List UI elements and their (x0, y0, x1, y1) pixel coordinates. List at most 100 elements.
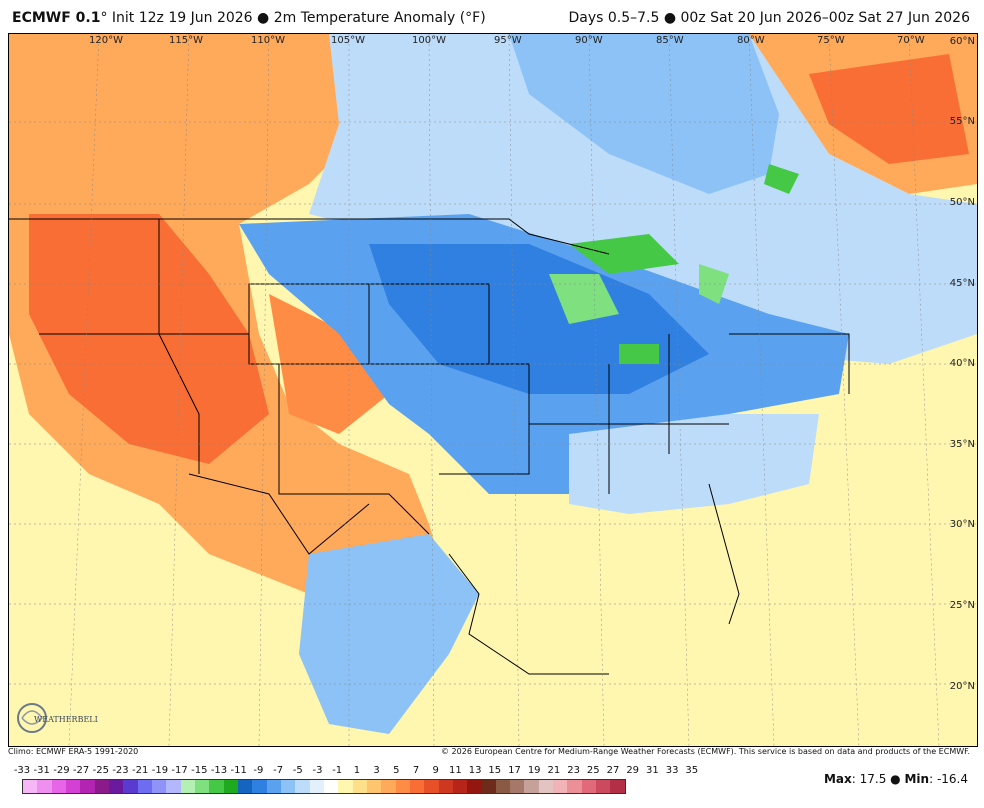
legend-label: -13 (210, 765, 228, 776)
legend-label: 9 (432, 765, 439, 776)
legend-swatch (137, 780, 152, 793)
legend-swatch (123, 780, 138, 793)
lake-superior-anomaly (569, 234, 679, 274)
legend-swatch (538, 780, 554, 793)
legend-swatch (524, 780, 539, 793)
degree-symbol: ° (100, 10, 108, 26)
legend-label: 21 (547, 765, 561, 776)
legend-swatch (209, 780, 224, 793)
legend-label: 17 (508, 765, 521, 776)
legend-swatch (338, 780, 353, 793)
legend-label: 23 (567, 765, 580, 776)
legend-swatch (553, 780, 568, 793)
legend-label: 29 (626, 765, 640, 776)
legend-swatch (51, 780, 66, 793)
legend-label: -19 (151, 765, 169, 776)
max-min-separator: ● (890, 772, 901, 786)
legend-swatch (80, 780, 95, 793)
legend-colorbar (22, 779, 626, 794)
legend-swatch (366, 780, 382, 793)
max-min-readout: Max: 17.5 ● Min: -16.4 (823, 772, 968, 786)
james-bay-anomaly (764, 164, 799, 194)
lon-label: 115°W (169, 35, 203, 46)
lon-label: 120°W (89, 35, 123, 46)
lon-label: 105°W (331, 35, 365, 46)
legend-label: 3 (373, 765, 380, 776)
legend-swatch (65, 780, 81, 793)
copyright-note: © 2026 European Centre for Medium-Range … (441, 747, 970, 756)
us-canada-border (9, 218, 610, 255)
anomaly-map: 120°W 115°W 110°W 105°W 100°W 95°W 90°W … (8, 33, 978, 747)
legend-swatch (194, 780, 210, 793)
max-value: 17.5 (859, 772, 887, 786)
legend-label: -17 (171, 765, 188, 776)
init-time: Init 12z 19 Jun 2026 (111, 10, 253, 26)
legend-label: 35 (685, 765, 699, 776)
legend-swatch (166, 780, 181, 793)
legend-label: -7 (273, 765, 284, 776)
lon-label: 90°W (575, 35, 603, 46)
legend-label: -25 (92, 765, 109, 776)
lon-label: 95°W (494, 35, 522, 46)
hot-anomaly-quebec (809, 54, 969, 164)
min-label: Min (904, 772, 930, 786)
lat-label: 25°N (949, 600, 975, 611)
legend-label: -1 (332, 765, 343, 776)
climo-note: Climo: ECMWF ERA-5 1991-2020 (8, 747, 139, 756)
legend-label: -21 (132, 765, 149, 776)
wisconsin-anomaly (549, 274, 619, 324)
legend-swatch (581, 780, 597, 793)
legend-swatch (438, 780, 453, 793)
lat-label: 45°N (949, 278, 975, 289)
legend-swatch (395, 780, 410, 793)
legend-swatch (381, 780, 396, 793)
legend-label: 13 (468, 765, 482, 776)
legend-swatch (94, 780, 109, 793)
legend-label: 31 (646, 765, 659, 776)
legend-swatch (352, 780, 367, 793)
cool-anomaly-hudson (509, 34, 779, 194)
legend-label: -11 (230, 765, 247, 776)
florida-coastline (708, 483, 740, 625)
legend-swatch (452, 780, 468, 793)
legend-swatch (252, 780, 267, 793)
legend-swatch (237, 780, 253, 793)
illinois-anomaly (619, 344, 659, 364)
legend-swatch (467, 780, 482, 793)
legend-swatch (481, 780, 496, 793)
valid-period: Days 0.5–7.5 ● 00z Sat 20 Jun 2026–00z S… (568, 10, 970, 26)
legend-swatch (596, 780, 611, 793)
gulf-coastline (448, 553, 609, 675)
legend-label: -9 (253, 765, 264, 776)
min-value: -16.4 (936, 772, 968, 786)
chart-title: ECMWF 0.1° Init 12z 19 Jun 2026 ● 2m Tem… (12, 10, 486, 26)
lon-label: 70°W (897, 35, 925, 46)
legend-swatch (295, 780, 310, 793)
lat-label: 20°N (949, 681, 975, 692)
legend-label: 1 (353, 765, 361, 776)
legend-swatch (280, 780, 296, 793)
legend-swatch (610, 780, 625, 793)
lat-label: 35°N (949, 439, 975, 450)
legend-label: -27 (72, 765, 90, 776)
lat-label: 50°N (949, 197, 975, 208)
legend-swatch (409, 780, 425, 793)
legend-label: -15 (191, 765, 208, 776)
lon-label: 100°W (412, 35, 446, 46)
legend-label: 27 (606, 765, 620, 776)
legend-label: -33 (13, 765, 31, 776)
lon-label: 75°W (817, 35, 845, 46)
legend-swatch (23, 780, 38, 793)
legend-label: 7 (412, 765, 420, 776)
legend-label: -31 (33, 765, 50, 776)
lon-label: 85°W (656, 35, 684, 46)
lon-label: 80°W (737, 35, 765, 46)
legend-label: 15 (488, 765, 502, 776)
product-name: 2m Temperature Anomaly (°F) (273, 10, 486, 26)
legend-swatch (424, 780, 439, 793)
legend-label: -29 (53, 765, 70, 776)
legend-label: -23 (112, 765, 129, 776)
legend-swatch (323, 780, 339, 793)
legend-label: -3 (312, 765, 323, 776)
lat-label: 60°N (949, 36, 975, 47)
